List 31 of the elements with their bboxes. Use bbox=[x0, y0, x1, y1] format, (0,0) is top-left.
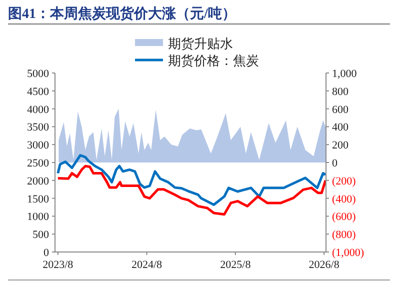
legend-label: 期货升贴水 bbox=[168, 36, 233, 51]
y-tick-label: 1500 bbox=[27, 193, 50, 206]
y-tick-label: 0 bbox=[44, 247, 50, 259]
x-tick-label: 2023/8 bbox=[42, 259, 74, 271]
y2-tick-label: 600 bbox=[332, 104, 349, 116]
y2-tick-label: (800) bbox=[332, 229, 356, 242]
y-tick-label: 2500 bbox=[27, 158, 50, 170]
y-tick-label: 5000 bbox=[27, 68, 50, 80]
y2-tick-label: 200 bbox=[332, 140, 349, 152]
y2-tick-label: (400) bbox=[332, 193, 356, 206]
y2-tick-label: (600) bbox=[332, 211, 356, 224]
y2-tick-label: 400 bbox=[332, 122, 349, 134]
line-series bbox=[56, 164, 327, 216]
y-tick-label: 3500 bbox=[27, 122, 50, 134]
x-tick-label: 2026/8 bbox=[308, 259, 340, 271]
y-tick-label: 3000 bbox=[27, 140, 50, 152]
y-tick-label: 4000 bbox=[27, 104, 50, 116]
y-tick-label: 1000 bbox=[27, 211, 50, 224]
y2-tick-label: (200) bbox=[332, 175, 356, 188]
x-tick-label: 2025/8 bbox=[220, 259, 252, 271]
y2-tick-label: 0 bbox=[332, 158, 338, 170]
y-tick-label: 4500 bbox=[27, 86, 50, 98]
chart-title: 图41：本周焦炭现货价大涨（元/吨） bbox=[8, 6, 236, 22]
legend-label: 期货价格：焦炭 bbox=[168, 53, 259, 68]
x-tick-label: 2024/8 bbox=[132, 259, 163, 271]
line-series bbox=[56, 154, 327, 206]
y-tick-label: 2000 bbox=[27, 175, 50, 188]
y2-tick-label: 1,000 bbox=[332, 68, 358, 80]
y2-tick-label: 800 bbox=[332, 86, 349, 98]
y-tick-label: 500 bbox=[32, 229, 50, 242]
y2-tick-label: (1,000) bbox=[332, 247, 364, 259]
